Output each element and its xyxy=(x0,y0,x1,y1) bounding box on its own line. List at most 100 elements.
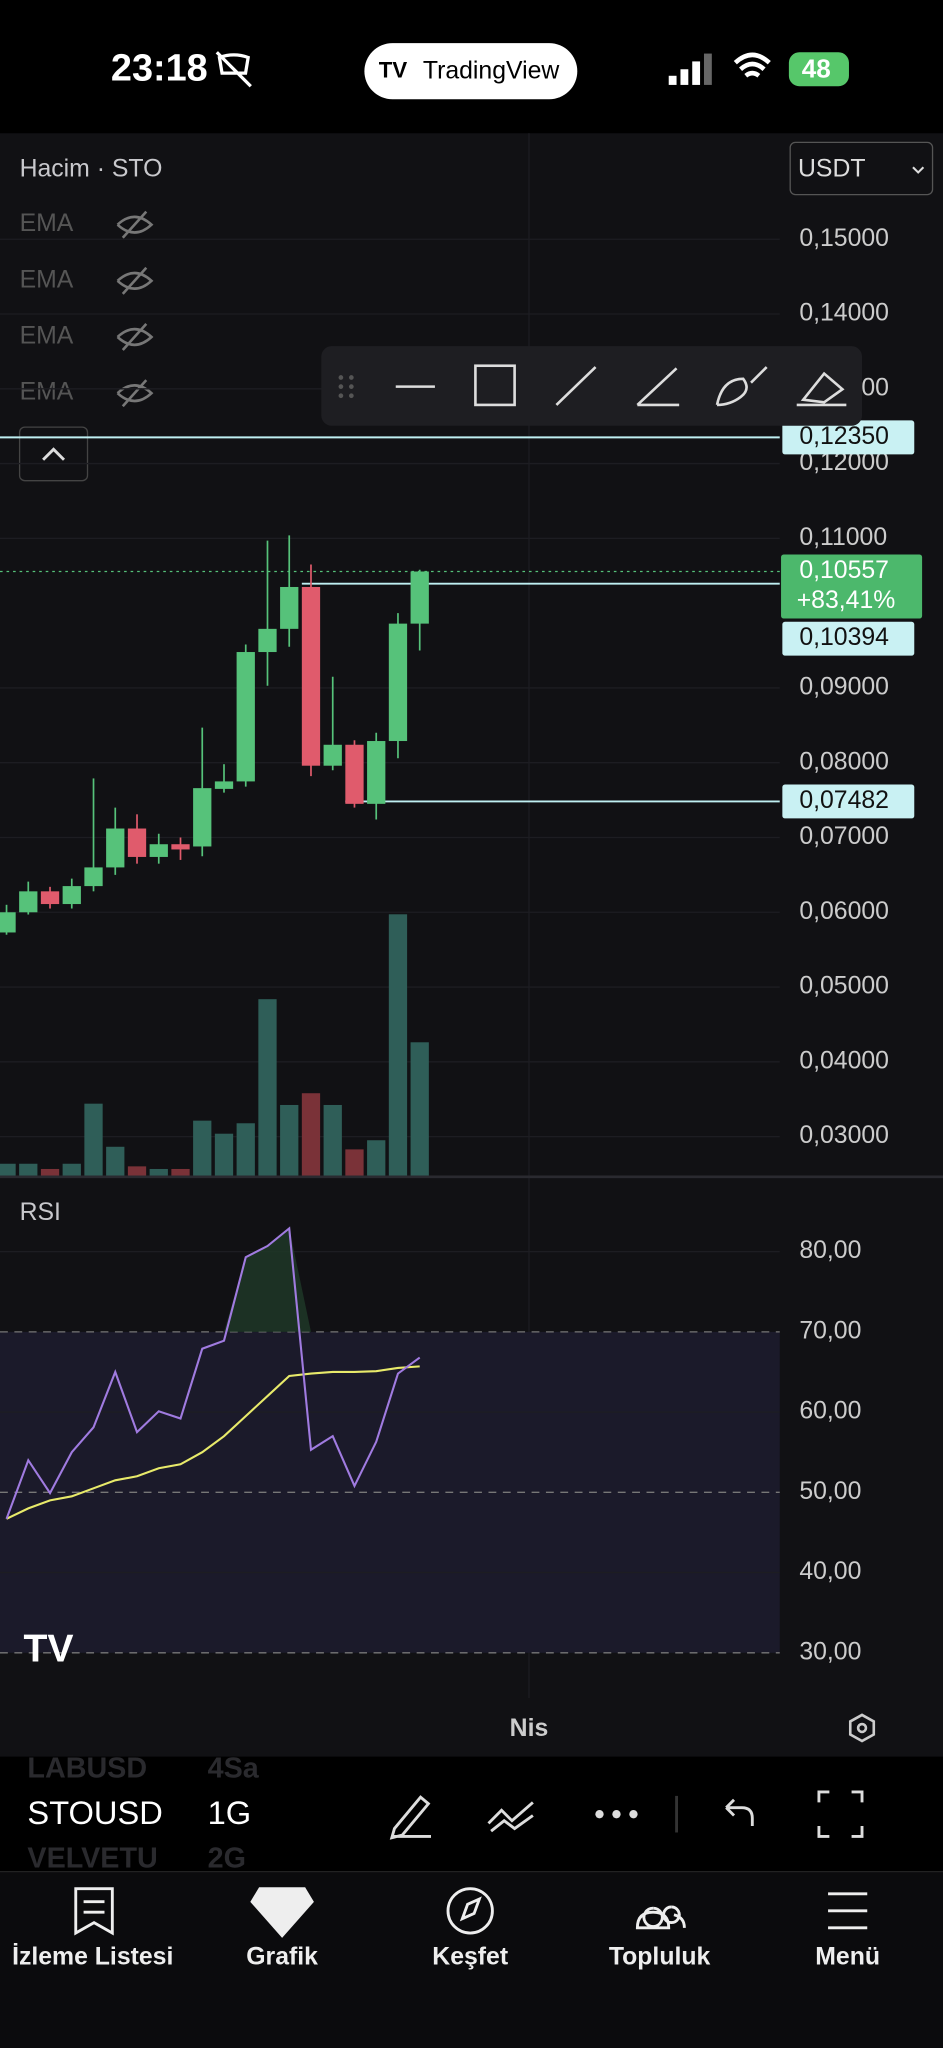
indicator-name: EMA xyxy=(20,266,74,293)
candle-body xyxy=(410,571,429,624)
rsi-tick-label: 30,00 xyxy=(799,1638,861,1665)
settings-icon-center xyxy=(856,1722,868,1734)
volume-bar xyxy=(193,1120,212,1176)
last-price-label: 0,10557 xyxy=(799,557,889,584)
eraser-tool[interactable] xyxy=(796,371,847,407)
y-tick-label: 0,14000 xyxy=(799,300,889,327)
watermark: TV xyxy=(24,1627,74,1670)
angle-tool[interactable] xyxy=(636,367,680,407)
price-label: 0,12350 xyxy=(799,423,889,450)
y-tick-label: 0,06000 xyxy=(799,898,889,925)
volume-bar xyxy=(388,914,408,1176)
nav-label[interactable]: Grafik xyxy=(246,1943,318,1970)
volume-bar xyxy=(236,1123,255,1176)
next-symbol: VELVETU xyxy=(27,1842,157,1874)
brush-tool[interactable] xyxy=(715,366,768,407)
currency-select[interactable] xyxy=(789,141,934,196)
candle-body xyxy=(236,652,255,782)
volume-bar xyxy=(367,1140,386,1176)
current-interval[interactable]: 1G xyxy=(208,1794,252,1831)
nav-labels: İzleme Listesi Grafik Keşfet Topluluk Menü xyxy=(12,1943,880,1970)
volume-bar xyxy=(280,1104,299,1176)
y-tick-label: 0,03000 xyxy=(799,1122,889,1149)
candle-body xyxy=(106,828,125,868)
price-label-box xyxy=(782,621,915,656)
rsi-ma-line xyxy=(6,1365,420,1520)
rsi-tick-label: 40,00 xyxy=(799,1558,861,1585)
volume-bar xyxy=(345,1149,364,1176)
prev-interval: 4Sa xyxy=(208,1752,260,1784)
nav-label[interactable]: Topluluk xyxy=(609,1943,711,1970)
app-name: TradingView xyxy=(423,57,560,84)
volume-bar xyxy=(106,1146,125,1176)
nav-label[interactable]: İzleme Listesi xyxy=(12,1943,173,1970)
candle-body xyxy=(301,586,321,766)
indicator-name: EMA xyxy=(20,379,74,406)
app-pill xyxy=(364,43,578,100)
more-button[interactable] xyxy=(595,1810,638,1819)
y-tick-label: 0,15000 xyxy=(799,225,889,252)
community-icon xyxy=(635,1905,686,1930)
hidden-eye-icon xyxy=(116,210,154,239)
rsi-tick-label: 80,00 xyxy=(799,1237,861,1264)
collapse-icon xyxy=(42,447,66,461)
candle-body xyxy=(40,891,60,905)
volume-bar xyxy=(258,999,277,1176)
hidden-eye-icon xyxy=(116,266,154,295)
candle-body xyxy=(258,628,277,653)
candle-body xyxy=(149,844,168,857)
candle-body xyxy=(345,744,364,804)
fullscreen-button[interactable] xyxy=(817,1790,864,1838)
price-label-box xyxy=(782,420,915,455)
candle-body xyxy=(214,781,234,789)
y-tick-label: 0,04000 xyxy=(799,1047,889,1074)
volume-bar xyxy=(84,1103,103,1176)
y-tick-label: 0,09000 xyxy=(799,673,889,700)
hidden-eye-icon xyxy=(116,379,154,408)
volume-legend: Hacim · STO xyxy=(20,155,163,182)
volume-bar xyxy=(301,1093,321,1176)
undo-button[interactable] xyxy=(725,1798,754,1826)
settings-icon[interactable] xyxy=(848,1713,876,1743)
watchlist-icon xyxy=(74,1887,114,1936)
last-price-box xyxy=(781,554,923,619)
currency: USDT xyxy=(798,155,866,182)
rectangle-tool[interactable] xyxy=(474,364,516,407)
collapse-button[interactable] xyxy=(18,426,89,482)
wifi-icon xyxy=(733,52,771,78)
price-label: 0,10394 xyxy=(799,624,889,651)
x-axis-label: Nis xyxy=(510,1715,549,1742)
rsi-tick-label: 50,00 xyxy=(799,1478,861,1505)
volume-bar xyxy=(19,1163,38,1176)
candle-body xyxy=(193,788,212,847)
candle-body xyxy=(19,891,38,913)
rsi-title: RSI xyxy=(20,1199,61,1226)
y-tick-label: 0,08000 xyxy=(799,748,889,775)
volume-bar xyxy=(171,1168,190,1176)
candle-body xyxy=(323,744,342,766)
volume-bar xyxy=(40,1168,60,1176)
plot: 0,03000 0,04000 0,05000 0,06000 0,07000 0,080… xyxy=(0,225,923,1665)
volume-bar xyxy=(62,1163,81,1176)
current-symbol[interactable]: STOUSD xyxy=(27,1794,162,1831)
y-tick-label: 0,07000 xyxy=(799,823,889,850)
signal-icon xyxy=(668,53,712,85)
volume-bar xyxy=(127,1166,147,1176)
symbol-bar xyxy=(0,1756,943,1872)
volume-bar xyxy=(214,1133,234,1176)
app-logo: TV xyxy=(379,58,408,83)
chart-icon xyxy=(250,1887,314,1938)
nav-label[interactable]: Keşfet xyxy=(432,1943,508,1970)
candle-body xyxy=(388,623,408,742)
candle-body xyxy=(367,741,386,804)
draw-button[interactable] xyxy=(389,1795,432,1840)
indicators-button[interactable] xyxy=(487,1801,534,1833)
hidden-eye-icon xyxy=(116,323,154,351)
candle-body xyxy=(62,886,81,905)
volume-bar xyxy=(323,1104,342,1176)
trend-line-tool[interactable] xyxy=(555,366,597,406)
menu-icon xyxy=(828,1892,868,1930)
nav-label[interactable]: Menü xyxy=(815,1943,880,1970)
